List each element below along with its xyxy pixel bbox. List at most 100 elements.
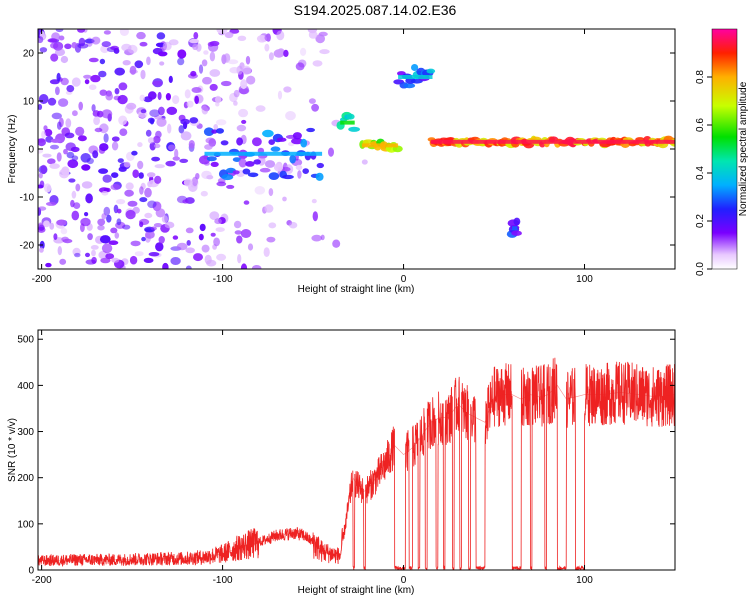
heatmap-noise-cell: [47, 38, 58, 43]
heatmap-noise-cell: [216, 29, 228, 34]
heatmap-noise-cell: [126, 102, 137, 110]
heatmap-noise-cell: [99, 143, 109, 152]
heatmap-noise-cell: [125, 182, 134, 190]
heatmap-noise-cell: [56, 72, 61, 82]
heatmap-noise-cell: [295, 164, 303, 171]
heatmap-noise-cell: [320, 234, 325, 241]
heatmap-noise-cell: [88, 57, 99, 63]
heatmap-noise-cell: [220, 80, 232, 87]
heatmap-noise-cell: [71, 210, 80, 221]
heatmap-noise-cell: [99, 89, 108, 96]
heatmap-noise-cell: [108, 240, 119, 245]
heatmap-noise-cell: [157, 91, 162, 101]
heatmap-noise-cell: [50, 144, 59, 150]
y-tick-label: 100: [17, 519, 34, 530]
heatmap-noise-cell: [216, 253, 227, 261]
heatmap-noise-cell: [121, 43, 132, 52]
heatmap-feature-cell: [245, 161, 255, 167]
heatmap-noise-cell: [209, 51, 216, 62]
heatmap-feature-cell: [346, 113, 355, 120]
heatmap-noise-cell: [209, 211, 220, 221]
heatmap-feature-cell: [292, 132, 302, 140]
heatmap-feature-cell: [238, 158, 247, 168]
heatmap-noise-cell: [319, 49, 330, 55]
heatmap-noise-cell: [59, 258, 67, 265]
heatmap-noise-cell: [60, 227, 68, 235]
heatmap-noise-cell: [245, 55, 251, 65]
heatmap-noise-cell: [87, 233, 93, 241]
heatmap-noise-cell: [233, 100, 238, 106]
heatmap-feature-core: [361, 143, 399, 148]
heatmap-noise-cell: [42, 153, 52, 158]
heatmap-noise-cell: [254, 186, 266, 195]
heatmap-noise-cell: [295, 62, 305, 71]
heatmap-noise-cell: [88, 84, 97, 90]
heatmap-noise-cell: [192, 43, 199, 51]
heatmap-noise-cell: [185, 227, 194, 234]
heatmap-feature-cell: [220, 140, 229, 146]
heatmap-feature-cell: [236, 137, 244, 146]
heatmap-noise-cell: [43, 220, 50, 228]
heatmap-noise-cell: [194, 95, 199, 105]
heatmap-noise-cell: [237, 254, 242, 264]
heatmap-noise-cell: [227, 59, 239, 65]
heatmap-noise-cell: [168, 39, 179, 46]
y-tick-label: 10: [23, 97, 35, 108]
heatmap-noise-cell: [91, 36, 101, 45]
heatmap-noise-cell: [81, 181, 93, 189]
heatmap-noise-cell: [233, 89, 240, 98]
heatmap-noise-cell: [168, 75, 173, 83]
heatmap-noise-cell: [85, 252, 90, 258]
heatmap-feature-cell: [426, 68, 436, 74]
heatmap-noise-cell: [186, 240, 191, 246]
heatmap-noise-cell: [179, 158, 189, 163]
heatmap-noise-cell: [47, 158, 56, 165]
heatmap-noise-cell: [93, 116, 100, 126]
heatmap-feature-cell: [315, 172, 324, 181]
heatmap-noise-cell: [84, 79, 90, 85]
heatmap-noise-cell: [140, 109, 147, 114]
heatmap-noise-cell: [198, 64, 204, 74]
heatmap-noise-cell: [111, 141, 119, 151]
heatmap-feature-cell: [282, 174, 294, 180]
heatmap-noise-cell: [105, 253, 115, 260]
heatmap-noise-cell: [147, 200, 157, 209]
heatmap-noise-cell: [268, 222, 277, 229]
heatmap-noise-cell: [102, 174, 112, 183]
heatmap-noise-cell: [198, 233, 204, 241]
heatmap-noise-cell: [131, 150, 138, 156]
heatmap-noise-cell: [172, 156, 180, 161]
heatmap-noise-cell: [207, 42, 219, 52]
y-tick-label: 0: [28, 566, 34, 577]
heatmap-noise-cell: [209, 69, 221, 77]
heatmap-noise-cell: [47, 97, 57, 106]
heatmap-noise-cell: [111, 136, 120, 142]
heatmap-noise-cell: [101, 213, 107, 220]
heatmap-noise-cell: [188, 140, 195, 149]
heatmap-noise-cell: [110, 227, 118, 234]
heatmap-noise-cell: [264, 204, 274, 213]
heatmap-noise-cell: [77, 29, 86, 33]
heatmap-noise-cell: [178, 125, 185, 134]
heatmap-noise-cell: [58, 98, 69, 107]
heatmap-feature-cell: [511, 230, 522, 236]
heatmap-feature-cell: [232, 170, 240, 175]
heatmap-noise-cell: [180, 131, 192, 141]
heatmap-noise-cell: [185, 247, 195, 254]
heatmap-noise-cell: [165, 160, 176, 167]
heatmap-noise-cell: [129, 255, 138, 265]
heatmap-noise-cell: [132, 169, 139, 178]
heatmap-noise-cell: [166, 106, 178, 115]
heatmap-noise-cell: [94, 127, 103, 133]
heatmap-noise-cell: [216, 181, 227, 187]
heatmap-noise-cell: [61, 236, 69, 242]
heatmap-noise-cell: [153, 223, 163, 228]
heatmap-noise-cell: [125, 209, 136, 220]
heatmap-noise-cell: [264, 160, 276, 168]
heatmap-noise-cell: [236, 235, 243, 244]
heatmap-noise-cell: [190, 70, 197, 77]
heatmap-noise-cell: [246, 75, 256, 85]
heatmap-noise-cell: [60, 55, 69, 64]
heatmap-noise-cell: [71, 190, 77, 199]
